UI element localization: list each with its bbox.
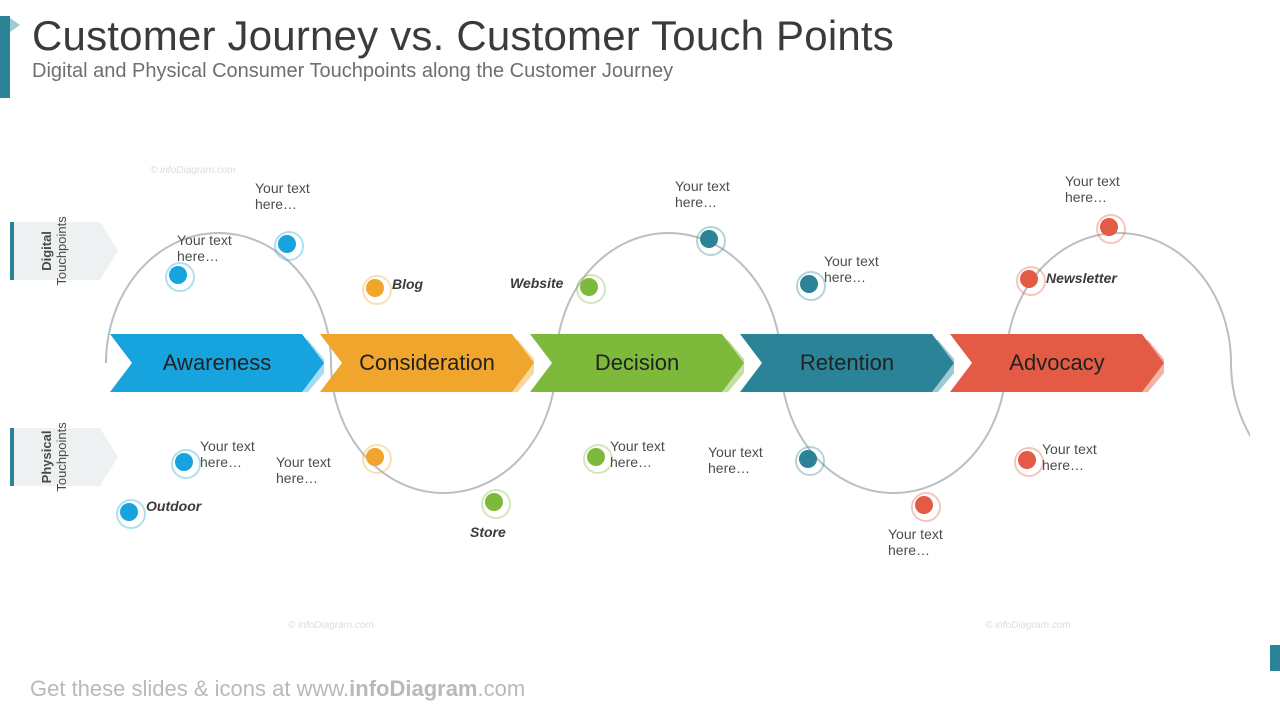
touchpoint-label: Your text here… <box>708 444 798 476</box>
side-label-bar <box>10 428 14 486</box>
side-label-digital-text: Digital Touchpoints <box>40 216 70 285</box>
page-subtitle: Digital and Physical Consumer Touchpoint… <box>32 60 894 83</box>
footer-credit: Get these slides & icons at www.infoDiag… <box>30 676 525 702</box>
journey-stage-row: AwarenessConsiderationDecisionRetentionA… <box>110 334 1160 392</box>
watermark: © infoDiagram.com <box>288 620 374 631</box>
touchpoint-dot <box>1020 270 1038 288</box>
touchpoint-label: Store <box>470 524 560 540</box>
side-label-physical: Physical Touchpoints <box>10 428 100 486</box>
touchpoint-label: Newsletter <box>1046 270 1136 286</box>
touchpoint-label: Your text here… <box>1042 441 1132 473</box>
touchpoint-dot <box>366 448 384 466</box>
journey-diagram: AwarenessConsiderationDecisionRetentionA… <box>100 148 1250 598</box>
accent-bar-left <box>0 16 10 98</box>
touchpoint-dot <box>799 450 817 468</box>
journey-stage-label: Advocacy <box>950 334 1164 392</box>
touchpoint-label: Your text here… <box>675 178 765 210</box>
touchpoint-label: Website <box>510 275 600 291</box>
touchpoint-label: Outdoor <box>146 498 236 514</box>
touchpoint-label: Your text here… <box>177 232 267 264</box>
touchpoint-dot <box>169 266 187 284</box>
journey-stage-label: Awareness <box>110 334 324 392</box>
touchpoint-dot <box>587 448 605 466</box>
touchpoint-label: Your text here… <box>1065 173 1155 205</box>
journey-stage-label: Consideration <box>320 334 534 392</box>
touchpoint-dot <box>915 496 933 514</box>
touchpoint-dot <box>175 453 193 471</box>
watermark: © infoDiagram.com <box>150 165 236 176</box>
accent-footer-right <box>1270 645 1280 671</box>
touchpoint-dot <box>800 275 818 293</box>
page-title: Customer Journey vs. Customer Touch Poin… <box>32 12 894 60</box>
watermark: © infoDiagram.com <box>985 620 1071 631</box>
title-block: Customer Journey vs. Customer Touch Poin… <box>32 12 894 83</box>
journey-stage-consideration: Consideration <box>320 334 534 392</box>
journey-stage-label: Decision <box>530 334 744 392</box>
touchpoint-label: Blog <box>392 276 482 292</box>
touchpoint-label: Your text here… <box>888 526 978 558</box>
journey-stage-label: Retention <box>740 334 954 392</box>
touchpoint-label: Your text here… <box>610 438 700 470</box>
side-label-bar <box>10 222 14 280</box>
accent-arrow-left <box>10 18 20 32</box>
touchpoint-dot <box>120 503 138 521</box>
touchpoint-label: Your text here… <box>255 180 345 212</box>
touchpoint-label: Your text here… <box>824 253 914 285</box>
touchpoint-dot <box>1100 218 1118 236</box>
touchpoint-dot <box>1018 451 1036 469</box>
journey-stage-advocacy: Advocacy <box>950 334 1164 392</box>
side-label-physical-text: Physical Touchpoints <box>40 422 70 491</box>
touchpoint-dot <box>366 279 384 297</box>
touchpoint-dot <box>700 230 718 248</box>
journey-stage-retention: Retention <box>740 334 954 392</box>
touchpoint-label: Your text here… <box>276 454 366 486</box>
side-label-digital: Digital Touchpoints <box>10 222 100 280</box>
journey-stage-decision: Decision <box>530 334 744 392</box>
touchpoint-dot <box>278 235 296 253</box>
journey-stage-awareness: Awareness <box>110 334 324 392</box>
touchpoint-dot <box>485 493 503 511</box>
